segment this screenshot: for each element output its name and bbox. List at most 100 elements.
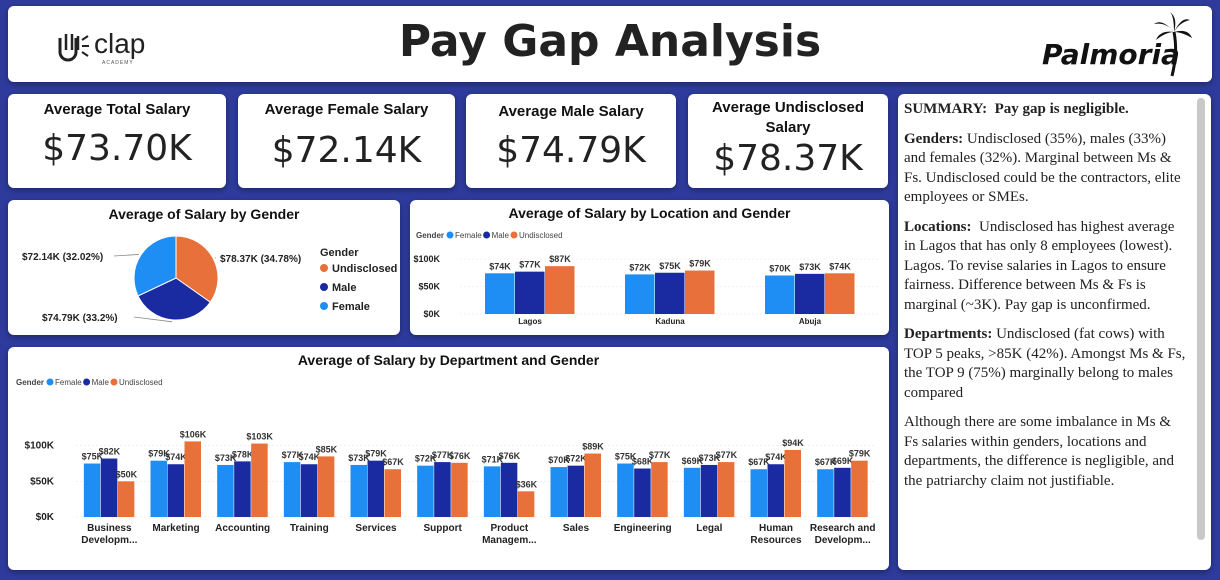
bar-data-label: $75K: [659, 261, 681, 271]
bar-female-research-and-developm[interactable]: [817, 469, 834, 517]
bar-data-label: $67K: [815, 457, 837, 467]
bar-undisclosed-abuja[interactable]: [825, 273, 855, 314]
summary-genders-label: Genders:: [904, 130, 964, 147]
summary-scrollbar[interactable]: [1197, 98, 1205, 540]
bar-male-product-managem[interactable]: [500, 462, 518, 517]
bar-undisclosed-research-and-developm[interactable]: [851, 460, 868, 517]
bar-female-lagos[interactable]: [485, 273, 515, 314]
kpi-value: $73.70K: [42, 128, 192, 169]
bar-male-human-resources[interactable]: [767, 464, 785, 517]
x-category-label-training: Training: [290, 523, 329, 534]
x-category-label-product-managem: Product Managem...: [482, 523, 537, 546]
bar-undisclosed-kaduna[interactable]: [685, 270, 715, 314]
bar-undisclosed-marketing[interactable]: [184, 441, 202, 517]
legend-swatch-male: [483, 231, 491, 239]
bar-male-support[interactable]: [434, 462, 451, 517]
bar-undisclosed-product-managem[interactable]: [517, 491, 535, 517]
bar-data-label: $67K: [382, 457, 404, 467]
bar-data-label: $72K: [415, 454, 437, 464]
bar-female-support[interactable]: [417, 465, 434, 517]
bar-male-abuja[interactable]: [795, 273, 825, 314]
y-tick-label: $100K: [25, 441, 55, 452]
y-tick-label: $50K: [30, 476, 55, 487]
legend-label-undisclosed: Undisclosed: [519, 231, 563, 240]
x-category-label-sales: Sales: [563, 523, 590, 534]
bar-female-business-developm[interactable]: [83, 463, 101, 517]
y-tick-label: $50K: [418, 282, 440, 292]
y-tick-label: $100K: [413, 254, 440, 264]
bar-female-services[interactable]: [350, 464, 368, 517]
bar-data-label: $106K: [180, 429, 207, 439]
bar-male-lagos[interactable]: [515, 271, 545, 314]
bar-undisclosed-legal[interactable]: [717, 462, 735, 517]
bar-male-research-and-developm[interactable]: [834, 467, 851, 517]
pie-slice-male[interactable]: [137, 277, 212, 321]
bar-male-engineering[interactable]: [634, 468, 651, 517]
bar-male-services[interactable]: [367, 460, 385, 517]
bar-male-marketing[interactable]: [167, 464, 185, 517]
bar-data-label: $69K: [682, 456, 704, 466]
bar-data-label: $73K: [215, 453, 237, 463]
x-category-label-legal: Legal: [696, 523, 722, 534]
kpi-label: Average Male Salary: [498, 103, 644, 120]
bar-female-engineering[interactable]: [617, 463, 634, 517]
bar-female-legal[interactable]: [683, 467, 701, 517]
bar-female-kaduna[interactable]: [625, 274, 655, 314]
bar-data-label: $82K: [99, 447, 121, 457]
summary-panel: SUMMARY: Pay gap is negligible. Genders:…: [898, 94, 1211, 570]
pie-data-label-male: $74.79K (33.2%): [42, 313, 118, 324]
bar-data-label: $74K: [299, 452, 321, 462]
bar-female-training[interactable]: [283, 462, 301, 517]
bar-undisclosed-services[interactable]: [384, 469, 402, 517]
y-tick-label: $0K: [36, 512, 55, 523]
legend-label-female: Female: [332, 301, 370, 313]
legend-title: Gender: [16, 378, 44, 387]
bar-female-abuja[interactable]: [765, 275, 795, 315]
bar-undisclosed-human-resources[interactable]: [784, 449, 802, 517]
legend-swatch-undisclosed: [320, 264, 328, 272]
bar-undisclosed-accounting[interactable]: [251, 443, 268, 517]
bar-undisclosed-engineering[interactable]: [651, 462, 668, 517]
legend-swatch-male: [83, 378, 91, 386]
pie-slice-female[interactable]: [133, 235, 177, 297]
legend-label-male: Male: [92, 378, 110, 387]
bar-female-sales[interactable]: [550, 467, 568, 517]
legend-swatch-female: [320, 302, 328, 310]
x-category-label-marketing: Marketing: [152, 523, 199, 534]
bar-data-label: $79K: [689, 259, 711, 269]
bar-female-accounting[interactable]: [217, 464, 234, 517]
x-category-label-engineering: Engineering: [614, 523, 672, 534]
bar-male-accounting[interactable]: [234, 461, 251, 517]
chart-title: Average of Salary by Location and Gender: [508, 205, 791, 221]
bar-male-kaduna[interactable]: [655, 272, 685, 314]
bar-data-label: $72K: [565, 454, 587, 464]
clap-hand-icon: [58, 34, 89, 62]
kpi-value: $72.14K: [271, 130, 422, 171]
bar-female-marketing[interactable]: [150, 460, 168, 517]
bar-undisclosed-training[interactable]: [317, 456, 335, 517]
legend-label-female: Female: [55, 378, 82, 387]
bar-male-legal[interactable]: [700, 464, 718, 517]
legend-label-male: Male: [492, 231, 510, 240]
bar-undisclosed-business-developm[interactable]: [117, 481, 135, 517]
legend-swatch-undisclosed: [110, 378, 118, 386]
y-tick-label: $0K: [423, 309, 440, 319]
bar-data-label: $85K: [316, 444, 338, 454]
bar-female-product-managem[interactable]: [483, 466, 501, 517]
pie-leader-line: [113, 254, 139, 257]
kpi-label: Average Undisclosed Salary: [712, 99, 864, 136]
bar-male-sales[interactable]: [567, 465, 585, 517]
palmoria-logo: Palmoria: [1032, 12, 1192, 78]
bar-undisclosed-lagos[interactable]: [545, 266, 575, 314]
palm-tree-icon: [1154, 12, 1192, 77]
bar-female-human-resources[interactable]: [750, 469, 768, 517]
summary-locations-label: Locations:: [904, 218, 972, 235]
bar-male-business-developm[interactable]: [100, 458, 118, 517]
bar-data-label: $68K: [632, 457, 654, 467]
bar-data-label: $67K: [748, 457, 770, 467]
bar-undisclosed-sales[interactable]: [584, 453, 602, 517]
page-title: Pay Gap Analysis: [398, 16, 822, 67]
bar-undisclosed-support[interactable]: [451, 462, 468, 517]
pie-slice-undisclosed[interactable]: [175, 235, 219, 303]
bar-male-training[interactable]: [300, 464, 318, 517]
